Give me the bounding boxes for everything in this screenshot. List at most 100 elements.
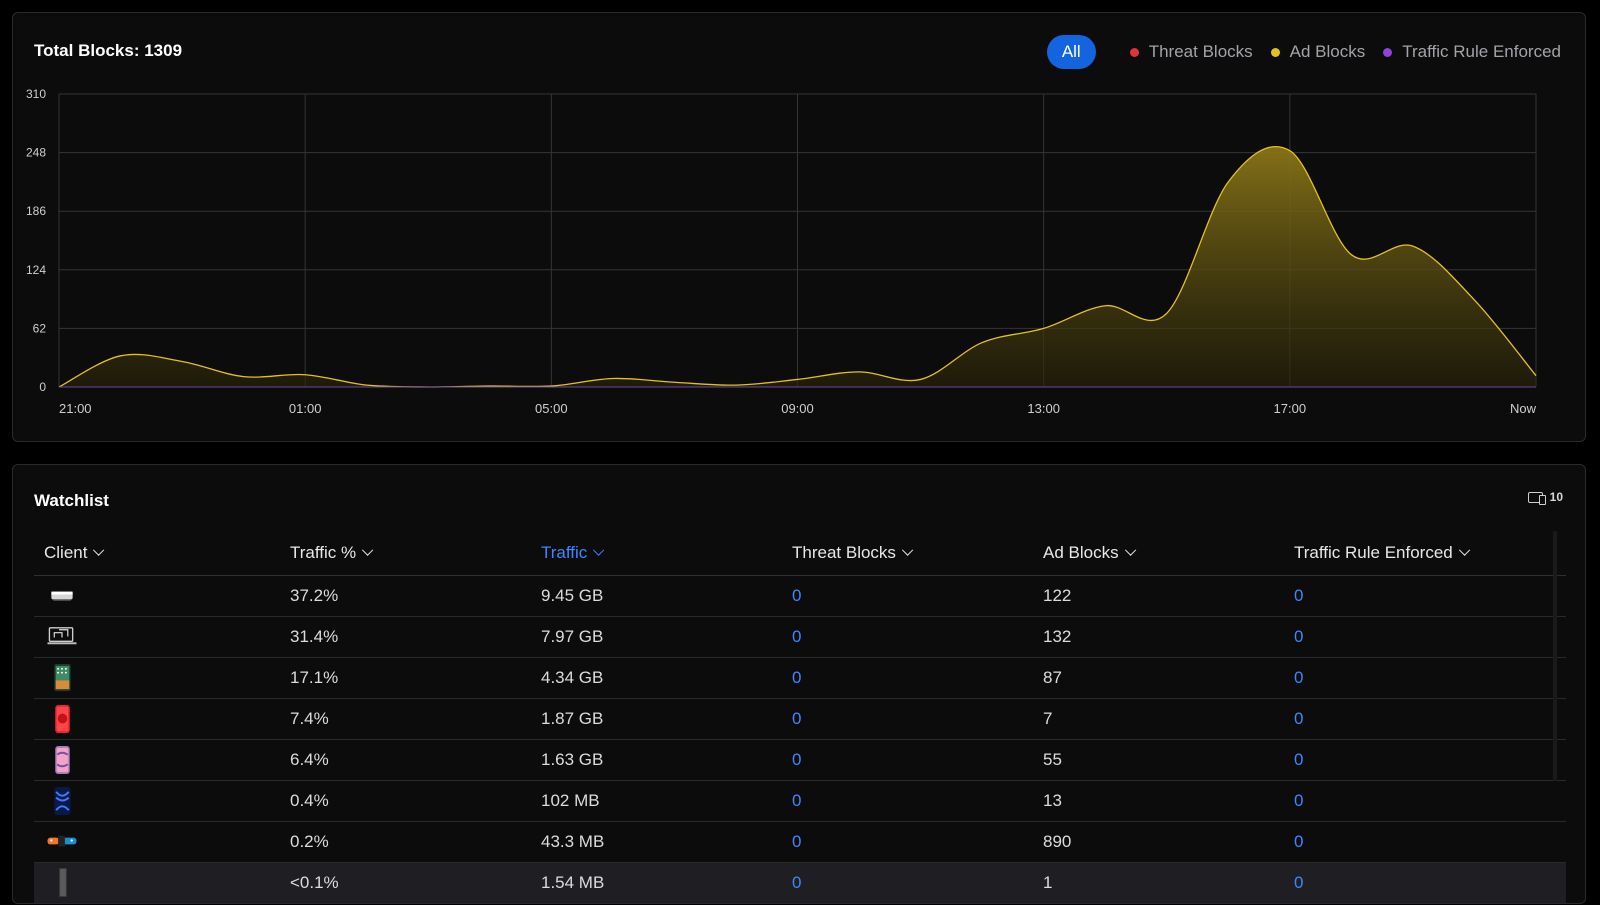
legend-rule-label: Traffic Rule Enforced [1402,42,1561,61]
ad-blocks-cell: 122 [1043,586,1072,605]
threat-blocks-link[interactable]: 0 [792,668,802,687]
game-console-icon [47,835,77,847]
column-traffic-label: Traffic [541,543,588,562]
y-tick-label: 186 [26,204,46,218]
table-scrollbar[interactable] [1553,531,1557,781]
column-traffic[interactable]: Traffic [541,543,792,563]
purple-phone-icon [55,745,70,775]
threat-blocks-link[interactable]: 0 [792,709,802,728]
legend-traffic-rule[interactable]: Traffic Rule Enforced [1383,42,1561,62]
traffic-pct-cell: 17.1% [290,668,339,687]
table-row[interactable]: 0.4% 102 MB 0 13 0 [34,781,1566,822]
traffic-rule-link[interactable]: 0 [1294,586,1304,605]
table-row[interactable]: 31.4% 7.97 GB 0 132 0 [34,617,1566,658]
traffic-cell: 1.63 GB [541,750,604,769]
traffic-rule-link[interactable]: 0 [1294,627,1304,646]
client-cell[interactable] [34,581,290,611]
legend-threat-blocks[interactable]: Threat Blocks [1129,42,1253,62]
threat-dot-icon [1129,47,1139,57]
x-tick-label: 09:00 [781,401,814,416]
client-cell[interactable] [34,704,290,734]
traffic-rule-link[interactable]: 0 [1294,873,1304,892]
streaming-stick-icon [59,868,67,898]
x-tick-label: 21:00 [59,401,92,416]
y-tick-label: 248 [26,146,46,160]
table-row[interactable]: <0.1% 1.54 MB 0 1 0 [34,863,1566,903]
traffic-pct-cell: <0.1% [290,873,339,892]
column-ad-label: Ad Blocks [1043,543,1119,562]
traffic-pct-cell: 37.2% [290,586,339,605]
traffic-rule-link[interactable]: 0 [1294,832,1304,851]
column-traffic-rule[interactable]: Traffic Rule Enforced [1294,543,1566,563]
ad-blocks-cell: 87 [1043,668,1062,687]
threat-blocks-link[interactable]: 0 [792,750,802,769]
column-client-label: Client [44,543,88,562]
column-client[interactable]: Client [34,543,290,563]
threat-blocks-link[interactable]: 0 [792,791,802,810]
traffic-pct-cell: 6.4% [290,750,329,769]
traffic-cell: 102 MB [541,791,600,810]
ad-blocks-cell: 890 [1043,832,1072,851]
x-tick-label: Now [1510,401,1537,416]
traffic-rule-link[interactable]: 0 [1294,791,1304,810]
legend-threat-label: Threat Blocks [1148,42,1253,61]
device-count-button[interactable]: 10 [1527,490,1563,505]
client-cell[interactable] [34,622,290,652]
traffic-cell: 4.34 GB [541,668,604,687]
chevron-down-icon [1458,544,1470,556]
threat-blocks-link[interactable]: 0 [792,832,802,851]
ad-blocks-cell: 7 [1043,709,1053,728]
blue-phone-icon [54,786,71,816]
x-tick-label: 05:00 [535,401,568,416]
traffic-pct-cell: 31.4% [290,627,339,646]
column-ad-blocks[interactable]: Ad Blocks [1043,543,1294,563]
chevron-down-icon [93,544,105,556]
ad-blocks-cell: 55 [1043,750,1062,769]
chart-title: Total Blocks: 1309 [34,41,183,60]
ad-blocks-cell: 1 [1043,873,1053,892]
y-tick-label: 62 [33,321,47,335]
traffic-pct-cell: 7.4% [290,709,329,728]
mac-mini-icon [51,591,73,601]
client-cell[interactable] [34,827,290,857]
column-threat-blocks[interactable]: Threat Blocks [792,543,1043,563]
traffic-rule-link[interactable]: 0 [1294,750,1304,769]
y-tick-label: 0 [39,380,46,394]
traffic-rule-link[interactable]: 0 [1294,668,1304,687]
column-traffic-pct-label: Traffic % [290,543,357,562]
chart-legend: All Threat Blocks Ad Blocks Traffic Rule… [1046,35,1561,69]
x-tick-label: 01:00 [289,401,322,416]
threat-blocks-link[interactable]: 0 [792,627,802,646]
table-row[interactable]: 37.2% 9.45 GB 0 122 0 [34,576,1566,617]
traffic-rule-link[interactable]: 0 [1294,709,1304,728]
table-row[interactable]: 7.4% 1.87 GB 0 7 0 [34,699,1566,740]
column-rule-label: Traffic Rule Enforced [1294,543,1453,562]
x-tick-label: 13:00 [1027,401,1060,416]
red-phone-icon [55,704,70,734]
y-tick-label: 124 [26,263,46,277]
chevron-down-icon [362,544,374,556]
ad-blocks-area [59,146,1536,387]
traffic-pct-cell: 0.2% [290,832,329,851]
legend-all-button[interactable]: All [1046,35,1096,69]
chevron-down-icon [1124,544,1136,556]
watchlist-panel: Watchlist 10 Client Traffic % Traffic Th… [12,464,1586,904]
client-cell[interactable] [34,663,290,693]
table-row[interactable]: 17.1% 4.34 GB 0 87 0 [34,658,1566,699]
chevron-down-icon [901,544,914,556]
client-cell[interactable] [34,868,290,898]
device-count-value: 10 [1549,490,1563,504]
client-cell[interactable] [34,786,290,816]
ad-blocks-cell: 132 [1043,627,1072,646]
blocks-area-chart[interactable]: 0 62 124 186 248 310 21:00 01:00 05:00 09:00 13:00… [13,13,1585,441]
traffic-pct-cell: 0.4% [290,791,329,810]
table-row[interactable]: 6.4% 1.63 GB 0 55 0 [34,740,1566,781]
threat-blocks-link[interactable]: 0 [792,873,802,892]
traffic-cell: 43.3 MB [541,832,605,851]
client-cell[interactable] [34,745,290,775]
legend-ad-blocks[interactable]: Ad Blocks [1270,42,1365,62]
tablet-icon [54,663,71,692]
threat-blocks-link[interactable]: 0 [792,586,802,605]
table-row[interactable]: 0.2% 43.3 MB 0 890 0 [34,822,1566,863]
column-traffic-pct[interactable]: Traffic % [290,543,541,563]
